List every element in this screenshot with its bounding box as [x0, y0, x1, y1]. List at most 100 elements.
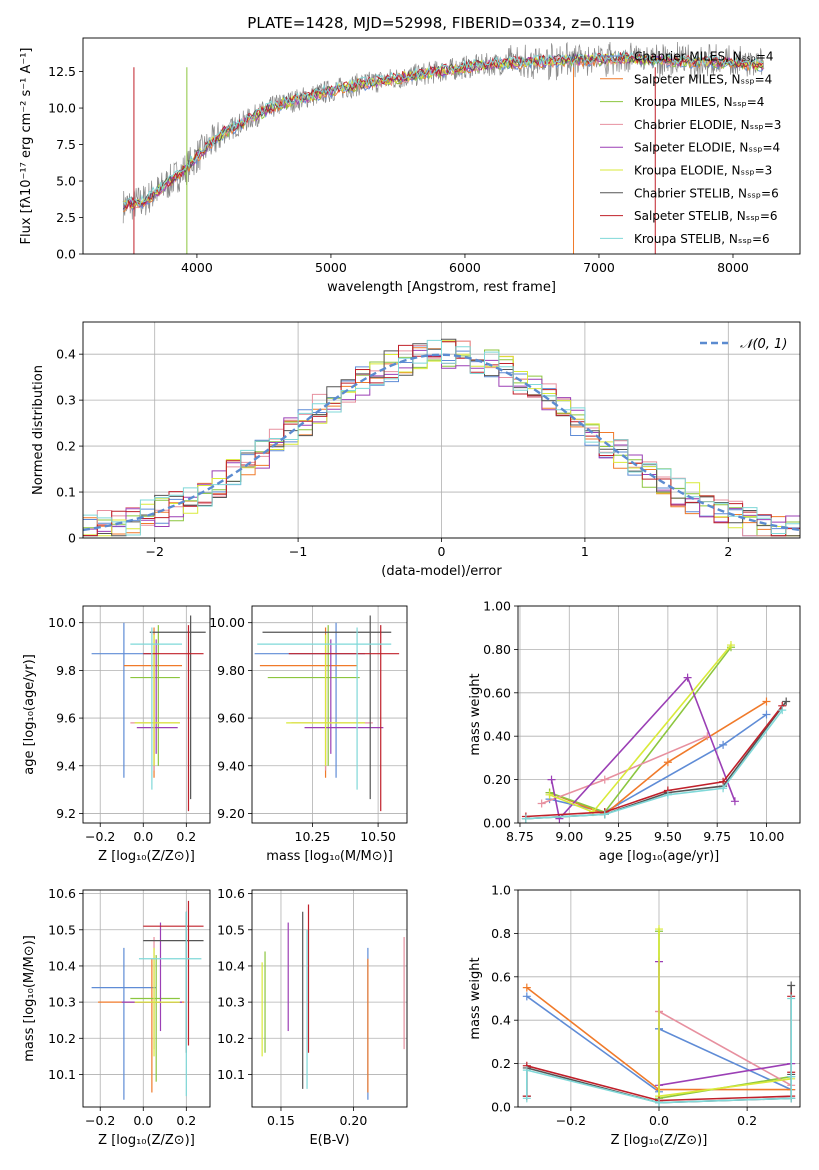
y-tick-label: 0.20	[483, 772, 511, 787]
weight-marker	[522, 1066, 531, 1075]
y-tick-label: 10.0	[48, 101, 76, 116]
x-axis-label: wavelength [Angstrom, rest frame]	[327, 280, 556, 295]
y-axis-label: mass weight	[468, 957, 483, 1039]
weight-marker	[762, 710, 771, 719]
legend-entry: Chabrier ELODIE, Nₛₛₚ=3	[634, 118, 781, 132]
weight-line-chabrier-elodie	[658, 1010, 792, 1086]
y-tick-label: 0	[68, 531, 76, 546]
y-tick-label: 9.2	[56, 806, 76, 821]
y-tick-label: 0.6	[491, 969, 511, 984]
weight-marker	[522, 992, 531, 1001]
plot-age_vs_Z: −0.2 0.0 0.2 9.2 9.4 9.6 9.8 10.0 Z [log₁₀(Z/Z⊙)…	[22, 605, 211, 864]
y-tick-label: 10.2	[48, 1031, 76, 1046]
y-tick-label: 1.0	[491, 883, 511, 898]
x-tick-label: 7000	[583, 260, 615, 275]
x-tick-label: 9.75	[703, 829, 731, 844]
y-tick-label: 10.00	[209, 615, 245, 630]
x-tick-label: 8.75	[506, 829, 534, 844]
y-tick-label: 9.20	[217, 806, 245, 821]
weight-marker	[719, 740, 728, 749]
x-tick-label: 1	[581, 544, 589, 559]
weight-marker	[762, 697, 771, 706]
plot-area	[254, 615, 400, 812]
y-tick-label: 0.0	[56, 247, 76, 262]
y-tick-label: 7.5	[56, 137, 76, 152]
weight-line-salpeter-elodie	[550, 676, 736, 821]
weight-marker	[600, 810, 609, 819]
y-tick-label: 0.2	[56, 439, 76, 454]
x-tick-label: 0.20	[339, 1113, 367, 1128]
x-tick-label: 0.15	[267, 1113, 295, 1128]
chart-layer: 4000 5000 6000 7000 80000.02.55.07.510.012.5…	[19, 37, 801, 1148]
x-tick-label: 0.2	[176, 829, 196, 844]
y-tick-label: 12.5	[48, 64, 76, 79]
weight-marker	[655, 925, 663, 934]
plot-area	[261, 904, 405, 1100]
x-tick-label: 9.00	[555, 829, 583, 844]
plot-frame	[82, 37, 801, 255]
histogram-chabrier-elodie	[83, 340, 800, 537]
plot-area	[122, 41, 765, 254]
model-spectrum-kroupa-stelib	[122, 50, 764, 207]
plot-spectrum: 4000 5000 6000 7000 8000 0.0 2.5 5.0 7.5 10.0 12.5…	[19, 37, 801, 295]
weight-line-kroupa-miles	[658, 931, 792, 1100]
y-tick-label: 0.40	[483, 729, 511, 744]
plot-frame	[82, 321, 801, 539]
weight-marker	[522, 983, 531, 992]
weight-marker	[719, 784, 728, 793]
weight-marker	[683, 673, 692, 682]
weight-marker	[555, 814, 564, 823]
y-tick-label: 10.3	[48, 995, 76, 1010]
weight-marker	[787, 994, 796, 1003]
y-tick-label: 10.1	[217, 1067, 245, 1082]
plot-frame	[517, 889, 801, 1108]
y-tick-label: 9.40	[217, 758, 245, 773]
x-tick-label: −2	[145, 544, 163, 559]
y-tick-label: 0.80	[483, 642, 511, 657]
x-axis-label: Z [log₁₀(Z/Z⊙)]	[98, 1133, 195, 1148]
x-tick-label: 0.2	[737, 1113, 757, 1128]
y-axis-label: Flux [fλ10⁻¹⁷ erg cm⁻² s⁻¹ A⁻¹]	[19, 48, 34, 245]
x-tick-label: 0.0	[133, 829, 153, 844]
x-tick-label: −0.2	[85, 1113, 115, 1128]
y-axis-label: age [log₁₀(age/yr)]	[22, 654, 37, 775]
y-tick-label: 0.8	[491, 926, 511, 941]
x-axis-label: age [log₁₀(age/yr)]	[599, 849, 720, 864]
legend-entry: Kroupa MILES, Nₛₛₚ=4	[634, 95, 764, 109]
x-tick-label: 0	[438, 544, 446, 559]
y-tick-label: 0.0	[491, 1100, 511, 1115]
weight-marker	[726, 641, 735, 650]
weight-marker	[663, 758, 672, 767]
plot-frame	[82, 889, 211, 1108]
x-tick-label: 0.0	[649, 1113, 669, 1128]
plot-mass_vs_ebv: 0.15 0.20 10.1 10.2 10.3 10.4 10.5 10.6 E(B-V)	[217, 886, 408, 1148]
plot-area	[91, 900, 204, 1100]
plot-area	[521, 641, 791, 823]
y-tick-label: 10.4	[48, 958, 76, 973]
y-axis-label: mass [log₁₀(M/M⊙)]	[22, 935, 37, 1062]
weight-line-kroupa-stelib	[526, 998, 792, 1104]
plot-area	[83, 338, 800, 537]
x-tick-label: −0.2	[556, 1113, 586, 1128]
y-tick-label: 10.5	[48, 922, 76, 937]
plot-weight_vs_age: 8.75 9.00 9.25 9.50 9.75 10.00 0.00 0.20 0.40 0.6…	[468, 599, 801, 864]
weight-marker	[730, 797, 739, 806]
x-axis-label: E(B-V)	[309, 1133, 349, 1148]
legend-entry: 𝒩(0, 1)	[740, 337, 787, 352]
legend-entry: Salpeter STELIB, Nₛₛₚ=6	[634, 209, 778, 223]
y-tick-label: 10.4	[217, 958, 245, 973]
weight-marker	[545, 790, 554, 799]
weight-marker	[655, 1098, 663, 1107]
weight-marker	[547, 775, 556, 784]
plot-mass_vs_Z: −0.2 0.0 0.2 10.1 10.2 10.3 10.4 10.5 10.6 Z [log…	[22, 886, 211, 1148]
y-tick-label: 9.4	[56, 758, 76, 773]
weight-line-salpeter-miles	[549, 700, 767, 816]
y-tick-label: 10.0	[48, 615, 76, 630]
y-tick-label: 10.3	[217, 995, 245, 1010]
y-tick-label: 0.3	[56, 393, 76, 408]
weight-marker	[600, 775, 609, 784]
plot-frame	[251, 889, 408, 1108]
y-tick-label: 0.00	[483, 816, 511, 831]
plot-residuals: −2 −1 0 1 2 0 0.1 0.2 0.3 0.4 (data-model)/error No…	[31, 321, 801, 579]
x-tick-label: 2	[724, 544, 732, 559]
